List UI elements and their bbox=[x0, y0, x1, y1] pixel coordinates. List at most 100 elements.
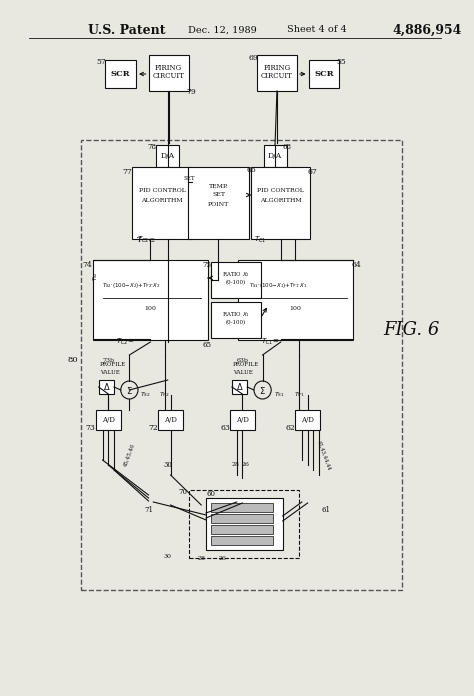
Bar bbox=[211, 302, 261, 338]
Text: 57: 57 bbox=[97, 58, 107, 66]
Text: FIRING: FIRING bbox=[155, 64, 182, 72]
Text: D/A: D/A bbox=[161, 152, 175, 160]
Text: 73: 73 bbox=[85, 424, 95, 432]
Text: 69: 69 bbox=[248, 54, 258, 62]
Text: RATIO $X_2$: RATIO $X_2$ bbox=[222, 271, 250, 280]
Text: A/D: A/D bbox=[236, 416, 249, 424]
Text: FIRING: FIRING bbox=[264, 64, 291, 72]
Text: 100: 100 bbox=[289, 306, 301, 310]
Text: 80: 80 bbox=[67, 356, 78, 364]
Bar bbox=[211, 262, 261, 298]
Text: $\Sigma$: $\Sigma$ bbox=[259, 384, 266, 395]
Text: $T_{C2}$: $T_{C2}$ bbox=[137, 235, 149, 245]
Text: 64: 64 bbox=[352, 261, 361, 269]
Text: 78: 78 bbox=[147, 143, 156, 151]
Bar bbox=[230, 410, 255, 430]
Text: 42,43,44,44: 42,43,44,44 bbox=[316, 439, 332, 470]
Text: ALGORITHM: ALGORITHM bbox=[260, 198, 301, 203]
Text: CIRCUIT: CIRCUIT bbox=[153, 72, 184, 80]
Bar bbox=[189, 490, 299, 558]
Text: A/D: A/D bbox=[164, 416, 177, 424]
Text: PROFILE: PROFILE bbox=[100, 363, 126, 367]
Text: SET: SET bbox=[184, 177, 196, 182]
Text: $T_{S1}{\cdot}(100{-}X_1){+}T_{P1}{\cdot}X_1$: $T_{S1}{\cdot}(100{-}X_1){+}T_{P1}{\cdot… bbox=[249, 280, 307, 290]
Text: 100: 100 bbox=[145, 306, 156, 310]
Bar bbox=[211, 536, 273, 545]
Text: A/D: A/D bbox=[301, 416, 314, 424]
Text: (0-100): (0-100) bbox=[226, 280, 246, 285]
Text: $T_{P2}$: $T_{P2}$ bbox=[159, 390, 170, 400]
Text: 28: 28 bbox=[197, 555, 205, 560]
Text: 62: 62 bbox=[285, 424, 295, 432]
Text: 30: 30 bbox=[164, 553, 172, 558]
Text: 4,886,954: 4,886,954 bbox=[393, 24, 462, 36]
Text: $\Delta$: $\Delta$ bbox=[102, 381, 110, 393]
Text: $\Delta$: $\Delta$ bbox=[236, 381, 243, 393]
Bar bbox=[188, 167, 249, 239]
Text: VALUE: VALUE bbox=[233, 370, 253, 376]
Bar bbox=[132, 167, 191, 239]
Text: 72: 72 bbox=[148, 424, 158, 432]
Text: C2: C2 bbox=[148, 237, 155, 242]
Text: 75: 75 bbox=[202, 261, 211, 269]
Text: D/A: D/A bbox=[268, 152, 282, 160]
Bar bbox=[295, 410, 320, 430]
Text: 63b: 63b bbox=[237, 358, 248, 363]
Bar bbox=[257, 55, 297, 91]
Text: 26: 26 bbox=[219, 555, 226, 560]
Text: VALUE: VALUE bbox=[100, 370, 119, 376]
Text: 26: 26 bbox=[241, 463, 249, 468]
Text: 30: 30 bbox=[163, 461, 172, 469]
Bar bbox=[211, 514, 273, 523]
Text: 65: 65 bbox=[202, 341, 211, 349]
Text: 45,45,46: 45,45,46 bbox=[123, 443, 136, 468]
Text: 67: 67 bbox=[308, 168, 317, 176]
Bar bbox=[309, 60, 339, 88]
Bar bbox=[211, 525, 273, 534]
Bar bbox=[156, 145, 179, 167]
Bar bbox=[93, 260, 208, 340]
Text: Dec. 12, 1989: Dec. 12, 1989 bbox=[188, 26, 256, 35]
Text: PID CONTROL: PID CONTROL bbox=[257, 187, 304, 193]
Text: CIRCUIT: CIRCUIT bbox=[261, 72, 293, 80]
Text: 74: 74 bbox=[82, 261, 92, 269]
Text: A/D: A/D bbox=[102, 416, 115, 424]
Text: 68: 68 bbox=[283, 143, 292, 151]
Text: PROFILE: PROFILE bbox=[233, 363, 259, 367]
Text: $T_{C1}$: $T_{C1}$ bbox=[255, 235, 267, 245]
Bar bbox=[264, 145, 286, 167]
Text: $T_{P1}$: $T_{P1}$ bbox=[293, 390, 304, 400]
Bar bbox=[105, 60, 136, 88]
Text: 61: 61 bbox=[321, 506, 330, 514]
Text: $T_{S2}{\cdot}$: $T_{S2}{\cdot}$ bbox=[91, 269, 100, 280]
Bar bbox=[237, 260, 353, 340]
Text: 28: 28 bbox=[232, 463, 240, 468]
Text: $T_{S1}$: $T_{S1}$ bbox=[274, 390, 285, 400]
Text: 55: 55 bbox=[336, 58, 346, 66]
Text: $T_{C2}$=: $T_{C2}$= bbox=[116, 337, 134, 347]
Text: PID CONTROL: PID CONTROL bbox=[138, 187, 185, 193]
Bar bbox=[82, 140, 402, 590]
Text: SET: SET bbox=[212, 193, 225, 198]
Text: 79: 79 bbox=[187, 88, 197, 96]
Bar bbox=[99, 380, 114, 394]
Bar bbox=[148, 55, 189, 91]
Text: 66: 66 bbox=[246, 166, 256, 174]
Text: POINT: POINT bbox=[208, 202, 229, 207]
Text: 60: 60 bbox=[206, 490, 215, 498]
Text: Sheet 4 of 4: Sheet 4 of 4 bbox=[288, 26, 347, 35]
Text: U.S. Patent: U.S. Patent bbox=[88, 24, 165, 36]
Text: 63: 63 bbox=[220, 424, 230, 432]
Text: ALGORITHM: ALGORITHM bbox=[141, 198, 183, 203]
Text: $\Sigma$: $\Sigma$ bbox=[126, 384, 133, 395]
Bar bbox=[211, 503, 273, 512]
Text: $T_{C1}$=: $T_{C1}$= bbox=[261, 337, 279, 347]
Text: T: T bbox=[137, 236, 142, 244]
Text: $T_{S2}$: $T_{S2}$ bbox=[140, 390, 151, 400]
Bar bbox=[158, 410, 183, 430]
Text: 71: 71 bbox=[144, 506, 153, 514]
Text: 73b: 73b bbox=[102, 358, 114, 363]
Text: FIG. 6: FIG. 6 bbox=[383, 321, 440, 339]
Bar bbox=[96, 410, 121, 430]
Text: SCR: SCR bbox=[111, 70, 130, 78]
